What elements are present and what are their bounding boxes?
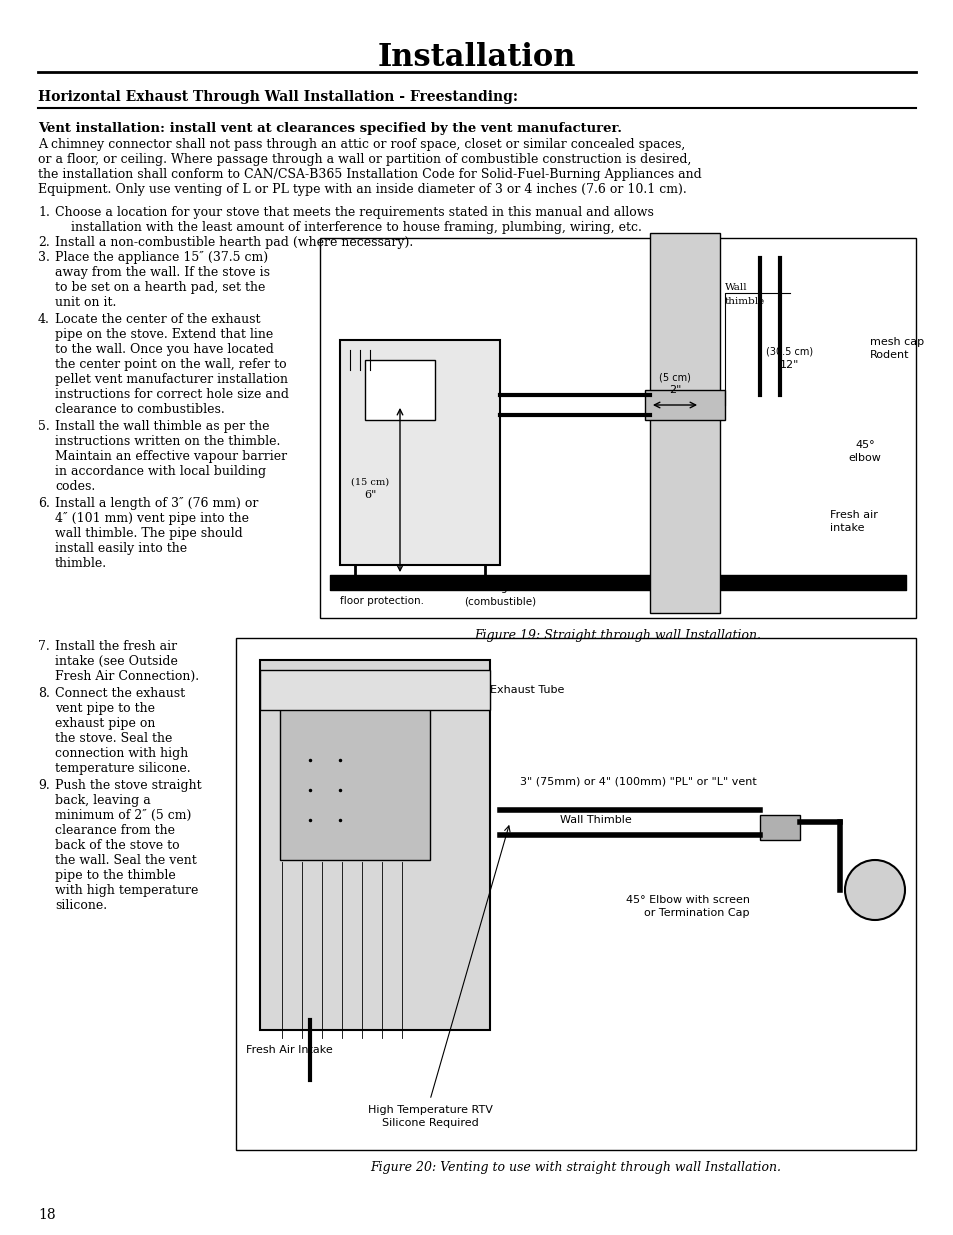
Text: Install the wall thimble as per the: Install the wall thimble as per the	[55, 420, 269, 433]
Text: Fresh Air Intake: Fresh Air Intake	[246, 1045, 333, 1055]
Text: temperature silicone.: temperature silicone.	[55, 762, 191, 776]
Text: instructions for correct hole size and: instructions for correct hole size and	[55, 388, 289, 401]
Text: pipe on the stove. Extend that line: pipe on the stove. Extend that line	[55, 329, 273, 341]
Text: elbow: elbow	[847, 453, 881, 463]
Bar	[339, 340, 499, 564]
Bar	[644, 390, 724, 420]
Text: A chimney connector shall not pass through an attic or roof space, closet or sim: A chimney connector shall not pass throu…	[38, 138, 684, 151]
Text: Connect the exhaust: Connect the exhaust	[55, 687, 185, 700]
Text: back of the stove to: back of the stove to	[55, 839, 179, 852]
Text: 7.: 7.	[38, 640, 50, 653]
Text: Install a length of 3″ (76 mm) or: Install a length of 3″ (76 mm) or	[55, 496, 258, 510]
Text: Rodent: Rodent	[869, 350, 908, 359]
Text: 8.: 8.	[38, 687, 50, 700]
Text: Install the fresh air: Install the fresh air	[55, 640, 177, 653]
Text: 18: 18	[38, 1208, 55, 1221]
Text: High Temperature RTV: High Temperature RTV	[367, 1105, 492, 1115]
Text: Fresh Air Connection).: Fresh Air Connection).	[55, 671, 199, 683]
Text: 3" (75mm) or 4" (100mm) "PL" or "L" vent: 3" (75mm) or 4" (100mm) "PL" or "L" vent	[519, 777, 756, 787]
Text: Equipment. Only use venting of L or PL type with an inside diameter of 3 or 4 in: Equipment. Only use venting of L or PL t…	[38, 183, 686, 196]
Bar	[649, 233, 720, 613]
Bar	[280, 680, 430, 860]
Text: the center point on the wall, refer to: the center point on the wall, refer to	[55, 358, 286, 370]
Text: instructions written on the thimble.: instructions written on the thimble.	[55, 435, 280, 448]
Text: Place the appliance 15″ (37.5 cm): Place the appliance 15″ (37.5 cm)	[55, 251, 268, 264]
Text: Exhaust Tube: Exhaust Tube	[490, 685, 564, 695]
Text: exhaust pipe on: exhaust pipe on	[55, 718, 155, 730]
Text: 9.: 9.	[38, 779, 50, 792]
Text: the stove. Seal the: the stove. Seal the	[55, 732, 172, 745]
Text: Locate the center of the exhaust: Locate the center of the exhaust	[55, 312, 260, 326]
Text: installation with the least amount of interference to house framing, plumbing, w: installation with the least amount of in…	[55, 221, 641, 233]
Text: 6.: 6.	[38, 496, 50, 510]
Text: unit on it.: unit on it.	[55, 296, 116, 309]
Text: clearance from the: clearance from the	[55, 824, 174, 837]
Bar	[760, 815, 800, 840]
Text: back, leaving a: back, leaving a	[55, 794, 151, 806]
Text: intake (see Outside: intake (see Outside	[55, 655, 177, 668]
Text: wall thimble. The pipe should: wall thimble. The pipe should	[55, 527, 242, 540]
Text: Figure 20: Venting to use with straight through wall Installation.: Figure 20: Venting to use with straight …	[370, 1161, 781, 1174]
Text: (15 cm): (15 cm)	[351, 478, 389, 487]
Text: (combustible): (combustible)	[463, 597, 536, 606]
Text: 4.: 4.	[38, 312, 50, 326]
Text: 2.: 2.	[38, 236, 50, 249]
Text: intake: intake	[829, 522, 863, 534]
Text: Silicone Required: Silicone Required	[381, 1118, 477, 1128]
Text: Wall Thimble: Wall Thimble	[559, 815, 631, 825]
Text: 1.: 1.	[38, 206, 50, 219]
Text: the wall. Seal the vent: the wall. Seal the vent	[55, 853, 196, 867]
Bar	[319, 238, 915, 618]
Text: Wall: Wall	[724, 284, 747, 293]
Text: with high temperature: with high temperature	[55, 884, 198, 897]
Text: silicone.: silicone.	[55, 899, 107, 911]
Bar	[260, 659, 490, 1030]
Text: Install a non-combustible hearth pad (where necessary).: Install a non-combustible hearth pad (wh…	[55, 236, 413, 249]
Text: Existing floor: Existing floor	[465, 583, 534, 593]
Text: Figure 19: Straight through wall Installation.: Figure 19: Straight through wall Install…	[474, 630, 760, 642]
Circle shape	[844, 860, 904, 920]
Text: Horizontal Exhaust Through Wall Installation - Freestanding:: Horizontal Exhaust Through Wall Installa…	[38, 90, 517, 104]
Text: or a floor, or ceiling. Where passage through a wall or partition of combustible: or a floor, or ceiling. Where passage th…	[38, 153, 691, 165]
Text: away from the wall. If the stove is: away from the wall. If the stove is	[55, 266, 270, 279]
Text: Vent installation: install vent at clearances specified by the vent manufacturer: Vent installation: install vent at clear…	[38, 122, 621, 135]
Text: to be set on a hearth pad, set the: to be set on a hearth pad, set the	[55, 282, 265, 294]
Text: the installation shall conform to CAN/CSA-B365 Installation Code for Solid-Fuel-: the installation shall conform to CAN/CS…	[38, 168, 701, 182]
Text: pipe to the thimble: pipe to the thimble	[55, 869, 175, 882]
Text: (30.5 cm): (30.5 cm)	[765, 347, 813, 357]
Text: Push the stove straight: Push the stove straight	[55, 779, 201, 792]
Text: 3.: 3.	[38, 251, 50, 264]
Text: clearance to combustibles.: clearance to combustibles.	[55, 403, 225, 416]
Text: 4″ (101 mm) vent pipe into the: 4″ (101 mm) vent pipe into the	[55, 513, 249, 525]
Text: thimble.: thimble.	[55, 557, 107, 571]
Text: (5 cm): (5 cm)	[659, 372, 690, 382]
Text: Installation: Installation	[377, 42, 576, 74]
Text: Fresh air: Fresh air	[829, 510, 877, 520]
Bar	[365, 359, 435, 420]
Text: install easily into the: install easily into the	[55, 542, 187, 555]
Text: to the wall. Once you have located: to the wall. Once you have located	[55, 343, 274, 356]
Bar	[235, 638, 915, 1150]
Text: 6": 6"	[363, 490, 375, 500]
Text: pellet vent manufacturer installation: pellet vent manufacturer installation	[55, 373, 288, 387]
Text: or Termination Cap: or Termination Cap	[644, 908, 749, 918]
Text: 2": 2"	[668, 385, 680, 395]
Bar	[260, 671, 490, 710]
Text: connection with high: connection with high	[55, 747, 188, 760]
Text: 45° Elbow with screen: 45° Elbow with screen	[625, 895, 749, 905]
Text: in accordance with local building: in accordance with local building	[55, 466, 266, 478]
Text: codes.: codes.	[55, 480, 95, 493]
Text: mesh cap: mesh cap	[869, 337, 923, 347]
Text: thimble: thimble	[724, 296, 764, 305]
Text: 45°: 45°	[854, 440, 874, 450]
Text: Choose a location for your stove that meets the requirements stated in this manu: Choose a location for your stove that me…	[55, 206, 653, 219]
Text: vent pipe to the: vent pipe to the	[55, 701, 154, 715]
Text: 12": 12"	[780, 359, 799, 370]
Text: 5.: 5.	[38, 420, 50, 433]
Text: floor protection.: floor protection.	[339, 597, 423, 606]
Text: minimum of 2″ (5 cm): minimum of 2″ (5 cm)	[55, 809, 192, 823]
Text: Non-combustible: Non-combustible	[339, 583, 428, 593]
Text: Maintain an effective vapour barrier: Maintain an effective vapour barrier	[55, 450, 287, 463]
